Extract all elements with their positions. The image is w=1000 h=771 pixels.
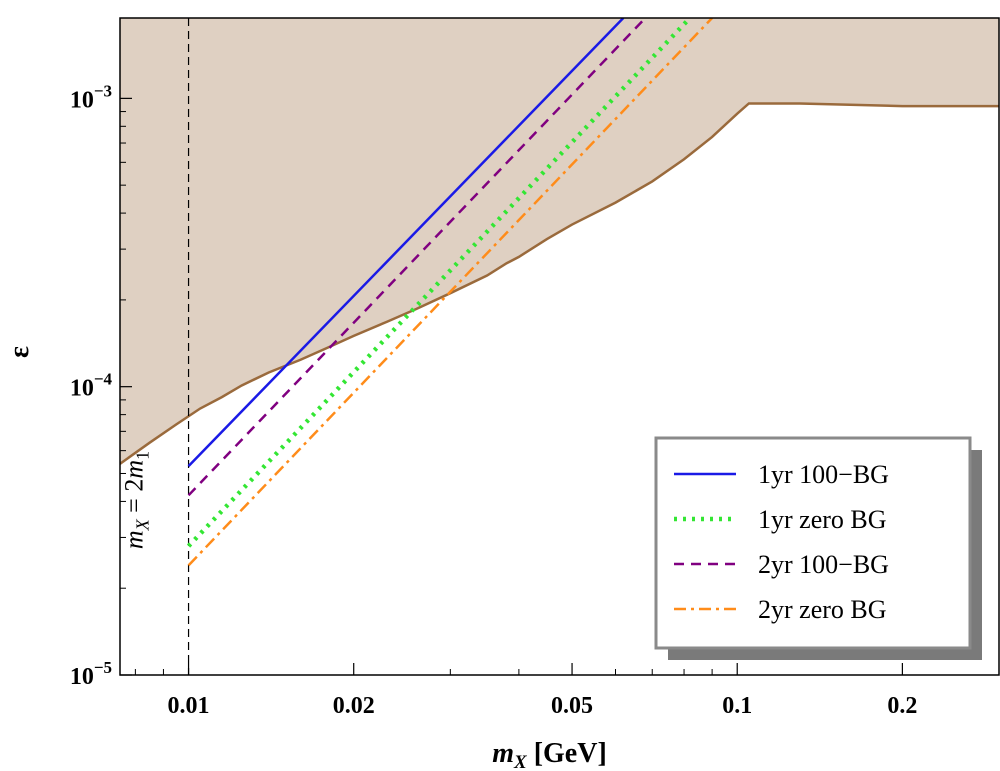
legend: 1yr 100−BG 1yr zero BG 2yr 100−BG 2yr zero … [654, 436, 982, 660]
x-tick-label: 0.01 [168, 693, 210, 719]
series-line-4 [187, 18, 714, 567]
x-tick-label: 0.05 [551, 693, 593, 719]
series-line-1 [187, 18, 625, 468]
annotations: mX = 2m1 [120, 451, 153, 549]
x-axis-label: mX [GeV] [492, 738, 607, 771]
plot-area [120, 18, 999, 675]
excluded-region [120, 18, 999, 464]
y-tick-base: 10 [70, 376, 94, 402]
x-tick-label: 0.02 [333, 693, 375, 719]
y-tick-label: 10−3 [70, 81, 112, 113]
plot-frame [119, 17, 1000, 676]
y-tick-base: 10 [70, 87, 94, 113]
x-tick-label: 0.2 [887, 693, 917, 719]
legend-label-1: 1yr 100−BG [758, 460, 889, 489]
y-tick-base: 10 [70, 664, 94, 690]
y-tick-label: 10−5 [70, 658, 112, 690]
reference-line-label: mX = 2m1 [120, 451, 153, 549]
x-tick-label: 0.1 [722, 693, 752, 719]
y-tick-exponent: −5 [94, 658, 112, 677]
y-tick-exponent: −4 [94, 370, 113, 389]
y-tick-exponent: −3 [94, 81, 112, 100]
legend-label-2: 1yr zero BG [758, 505, 887, 534]
legend-label-3: 2yr 100−BG [758, 550, 889, 579]
legend-label-4: 2yr zero BG [758, 595, 887, 624]
series-line-3 [187, 18, 647, 497]
y-tick-label: 10−4 [70, 370, 113, 402]
excluded-region-boundary [120, 102, 999, 465]
y-axis-label: ε [4, 346, 35, 358]
axes: 0.01 0.02 0.05 0.1 0.210−310−410−5mX [GeV]ε [4, 17, 1000, 771]
